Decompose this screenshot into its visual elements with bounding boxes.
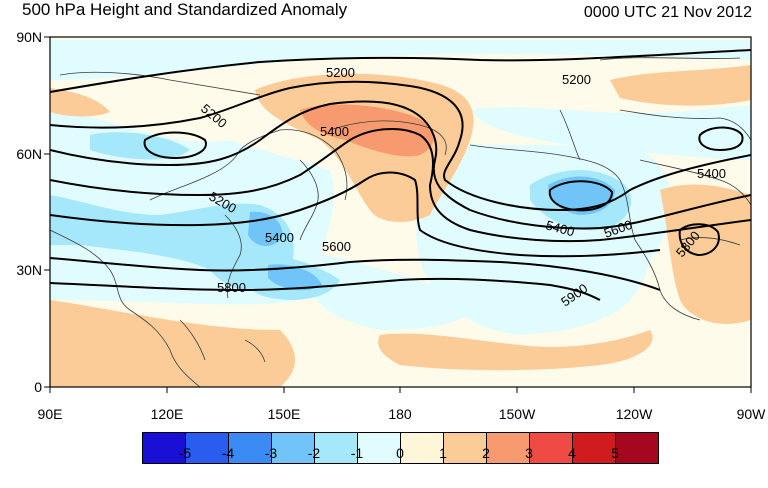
colorbar-swatch (228, 432, 272, 464)
height-contours (50, 49, 751, 301)
colorbar-swatch (185, 432, 229, 464)
colorbar-label: -5 (178, 445, 192, 461)
contour-closed-low-east (698, 126, 744, 152)
contour-label: 5400 (265, 230, 294, 245)
colorbar-label: 0 (396, 445, 404, 461)
colorbar-label: 2 (482, 445, 490, 461)
contour-label: 5400 (544, 217, 576, 239)
lon-label-90e: 90E (37, 406, 63, 422)
colorbar-swatch (142, 432, 186, 464)
contour-5900 (50, 277, 601, 301)
colorbar-swatch (357, 432, 401, 464)
contour-5600 (50, 128, 751, 243)
lon-label-120e: 120E (150, 406, 184, 422)
anomaly-pos-1-northwest (50, 88, 110, 117)
anomaly-neg-1-central (90, 132, 190, 160)
contour-label: 5400 (320, 124, 349, 139)
anomaly-neg-1-west (50, 195, 294, 291)
contour-5200-ridge (50, 80, 751, 212)
coastlines (50, 57, 751, 387)
anomaly-neg-2-japan (268, 264, 322, 291)
colorbar-label: -3 (264, 445, 278, 461)
colorbar-swatch (615, 432, 659, 464)
lat-label-90n: 90N (16, 29, 42, 45)
lon-label-90w: 90W (736, 406, 766, 422)
colorbar-swatch (572, 432, 616, 464)
anomaly-pos-1-tropics (378, 330, 653, 371)
contour-closed-low-west (143, 131, 207, 160)
contour-5400-ridge (50, 100, 751, 230)
colorbar-label: 1 (439, 445, 447, 461)
anomaly-neg-weak-central (300, 250, 472, 330)
colorbar-label: -4 (221, 445, 235, 461)
contour-label: 5800 (217, 280, 246, 295)
colorbar-label: 3 (525, 445, 533, 461)
lat-label-30n: 30N (16, 262, 42, 278)
anomaly-neg-weak-north (50, 40, 751, 80)
axis-ticks (44, 36, 752, 393)
colorbar-label: -1 (350, 445, 364, 461)
map-title: 500 hPa Height and Standardized Anomaly (22, 0, 348, 19)
anomaly-neg-weak-arctic (470, 105, 751, 160)
anomaly-pos-2-ridge (300, 104, 434, 157)
contour-5800 (50, 257, 661, 291)
contour-label: 5600 (322, 239, 351, 254)
lat-label-0: 0 (34, 379, 42, 395)
colorbar-label: 5 (611, 445, 619, 461)
lat-label-60n: 60N (16, 146, 42, 162)
anomaly-pos-1-south (50, 300, 295, 387)
map-timestamp: 0000 UTC 21 Nov 2012 (583, 4, 752, 21)
contour-closed-low-pacific (548, 180, 614, 212)
colorbar-swatch (529, 432, 573, 464)
colorbar-swatch (271, 432, 315, 464)
colorbar-label: 4 (568, 445, 576, 461)
anomaly-pos-1-arctic-east (610, 65, 751, 106)
lon-label-180: 180 (388, 406, 412, 422)
lon-label-150w: 150W (498, 406, 536, 422)
contour-5600-southwest (678, 223, 720, 257)
contour-5200-north (50, 49, 751, 93)
lon-label-150e: 150E (267, 406, 301, 422)
contour-label: 5200 (326, 65, 355, 80)
lon-label-120w: 120W (615, 406, 653, 422)
colorbar-swatch (314, 432, 358, 464)
colorbar-swatch (486, 432, 530, 464)
colorbar-label: -2 (307, 445, 321, 461)
contour-label: 5400 (697, 166, 726, 181)
contour-5700 (50, 171, 661, 258)
colorbar-swatch (400, 432, 444, 464)
contour-label: 5200 (562, 72, 591, 87)
colorbar-swatch (443, 432, 487, 464)
